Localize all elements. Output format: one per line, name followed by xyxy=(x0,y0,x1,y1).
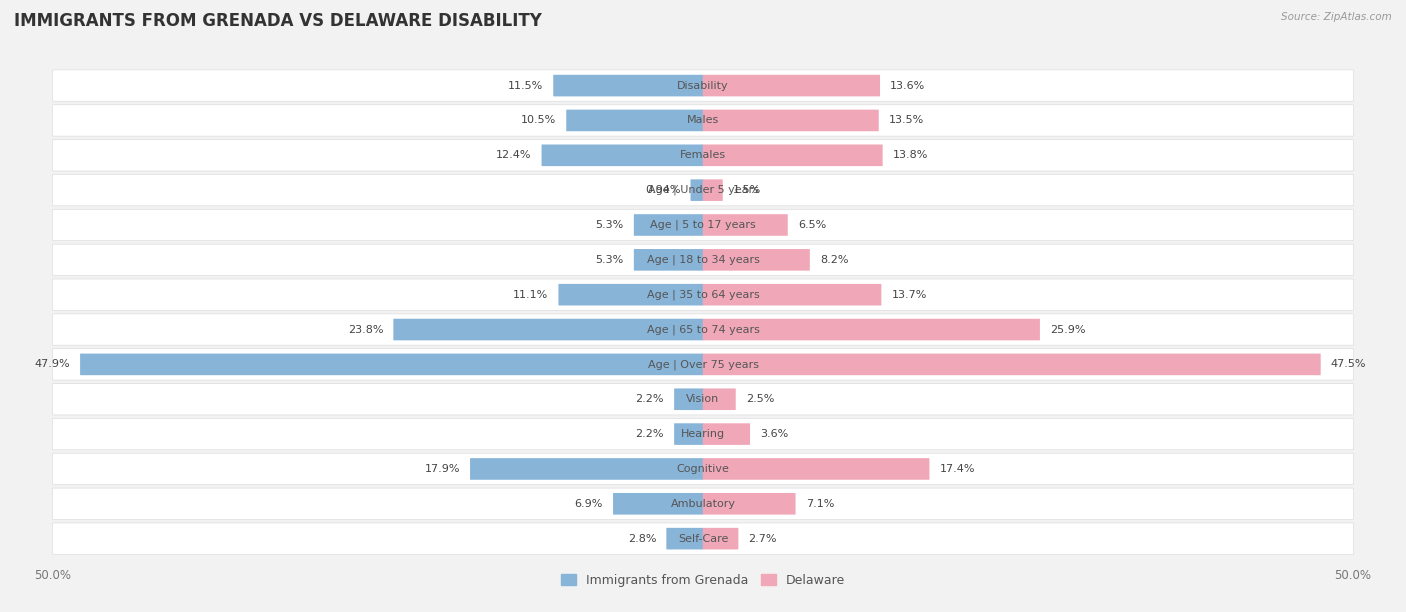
Text: Disability: Disability xyxy=(678,81,728,91)
Text: Age | 18 to 34 years: Age | 18 to 34 years xyxy=(647,255,759,265)
FancyBboxPatch shape xyxy=(541,144,703,166)
Text: 25.9%: 25.9% xyxy=(1050,324,1085,335)
Text: Age | 5 to 17 years: Age | 5 to 17 years xyxy=(650,220,756,230)
FancyBboxPatch shape xyxy=(52,488,1354,520)
FancyBboxPatch shape xyxy=(703,144,883,166)
Text: IMMIGRANTS FROM GRENADA VS DELAWARE DISABILITY: IMMIGRANTS FROM GRENADA VS DELAWARE DISA… xyxy=(14,12,541,30)
FancyBboxPatch shape xyxy=(703,528,738,550)
FancyBboxPatch shape xyxy=(52,349,1354,380)
FancyBboxPatch shape xyxy=(703,493,796,515)
FancyBboxPatch shape xyxy=(703,389,735,410)
FancyBboxPatch shape xyxy=(703,179,723,201)
Text: Self-Care: Self-Care xyxy=(678,534,728,543)
FancyBboxPatch shape xyxy=(52,244,1354,275)
FancyBboxPatch shape xyxy=(52,453,1354,485)
FancyBboxPatch shape xyxy=(634,214,703,236)
Text: Males: Males xyxy=(688,116,718,125)
FancyBboxPatch shape xyxy=(470,458,703,480)
Text: 47.5%: 47.5% xyxy=(1331,359,1367,370)
Text: 5.3%: 5.3% xyxy=(596,220,624,230)
Text: 6.9%: 6.9% xyxy=(575,499,603,509)
FancyBboxPatch shape xyxy=(52,419,1354,450)
FancyBboxPatch shape xyxy=(52,523,1354,554)
Text: 0.94%: 0.94% xyxy=(645,185,681,195)
FancyBboxPatch shape xyxy=(703,110,879,131)
Text: Age | Over 75 years: Age | Over 75 years xyxy=(648,359,758,370)
FancyBboxPatch shape xyxy=(673,389,703,410)
Text: Hearing: Hearing xyxy=(681,429,725,439)
Text: 17.9%: 17.9% xyxy=(425,464,460,474)
FancyBboxPatch shape xyxy=(52,140,1354,171)
Text: Females: Females xyxy=(681,151,725,160)
FancyBboxPatch shape xyxy=(703,284,882,305)
Text: Source: ZipAtlas.com: Source: ZipAtlas.com xyxy=(1281,12,1392,22)
Text: 11.1%: 11.1% xyxy=(513,289,548,300)
FancyBboxPatch shape xyxy=(52,174,1354,206)
Text: 2.5%: 2.5% xyxy=(747,394,775,405)
Text: Ambulatory: Ambulatory xyxy=(671,499,735,509)
FancyBboxPatch shape xyxy=(666,528,703,550)
Text: 2.7%: 2.7% xyxy=(748,534,778,543)
Text: 6.5%: 6.5% xyxy=(797,220,827,230)
Text: 10.5%: 10.5% xyxy=(520,116,557,125)
FancyBboxPatch shape xyxy=(553,75,703,97)
FancyBboxPatch shape xyxy=(52,384,1354,415)
Text: 13.6%: 13.6% xyxy=(890,81,925,91)
Text: 13.8%: 13.8% xyxy=(893,151,928,160)
FancyBboxPatch shape xyxy=(52,279,1354,310)
FancyBboxPatch shape xyxy=(613,493,703,515)
Text: Vision: Vision xyxy=(686,394,720,405)
FancyBboxPatch shape xyxy=(394,319,703,340)
Text: 13.5%: 13.5% xyxy=(889,116,924,125)
Text: 7.1%: 7.1% xyxy=(806,499,834,509)
FancyBboxPatch shape xyxy=(703,319,1040,340)
FancyBboxPatch shape xyxy=(80,354,703,375)
Text: 23.8%: 23.8% xyxy=(347,324,384,335)
Text: Age | Under 5 years: Age | Under 5 years xyxy=(648,185,758,195)
Text: Cognitive: Cognitive xyxy=(676,464,730,474)
FancyBboxPatch shape xyxy=(673,424,703,445)
FancyBboxPatch shape xyxy=(52,314,1354,345)
Text: Age | 65 to 74 years: Age | 65 to 74 years xyxy=(647,324,759,335)
Text: 2.2%: 2.2% xyxy=(636,429,664,439)
FancyBboxPatch shape xyxy=(558,284,703,305)
FancyBboxPatch shape xyxy=(703,75,880,97)
FancyBboxPatch shape xyxy=(52,105,1354,136)
FancyBboxPatch shape xyxy=(52,70,1354,101)
FancyBboxPatch shape xyxy=(703,458,929,480)
Text: 2.2%: 2.2% xyxy=(636,394,664,405)
Text: 17.4%: 17.4% xyxy=(939,464,976,474)
Text: 1.5%: 1.5% xyxy=(733,185,761,195)
Text: 12.4%: 12.4% xyxy=(496,151,531,160)
Text: 5.3%: 5.3% xyxy=(596,255,624,265)
FancyBboxPatch shape xyxy=(690,179,703,201)
Text: 11.5%: 11.5% xyxy=(508,81,543,91)
FancyBboxPatch shape xyxy=(703,214,787,236)
Text: 13.7%: 13.7% xyxy=(891,289,927,300)
FancyBboxPatch shape xyxy=(634,249,703,271)
FancyBboxPatch shape xyxy=(567,110,703,131)
FancyBboxPatch shape xyxy=(703,249,810,271)
Text: Age | 35 to 64 years: Age | 35 to 64 years xyxy=(647,289,759,300)
Text: 2.8%: 2.8% xyxy=(627,534,657,543)
Legend: Immigrants from Grenada, Delaware: Immigrants from Grenada, Delaware xyxy=(555,569,851,592)
FancyBboxPatch shape xyxy=(703,424,749,445)
FancyBboxPatch shape xyxy=(703,354,1320,375)
Text: 3.6%: 3.6% xyxy=(761,429,789,439)
Text: 8.2%: 8.2% xyxy=(820,255,848,265)
Text: 47.9%: 47.9% xyxy=(34,359,70,370)
FancyBboxPatch shape xyxy=(52,209,1354,241)
